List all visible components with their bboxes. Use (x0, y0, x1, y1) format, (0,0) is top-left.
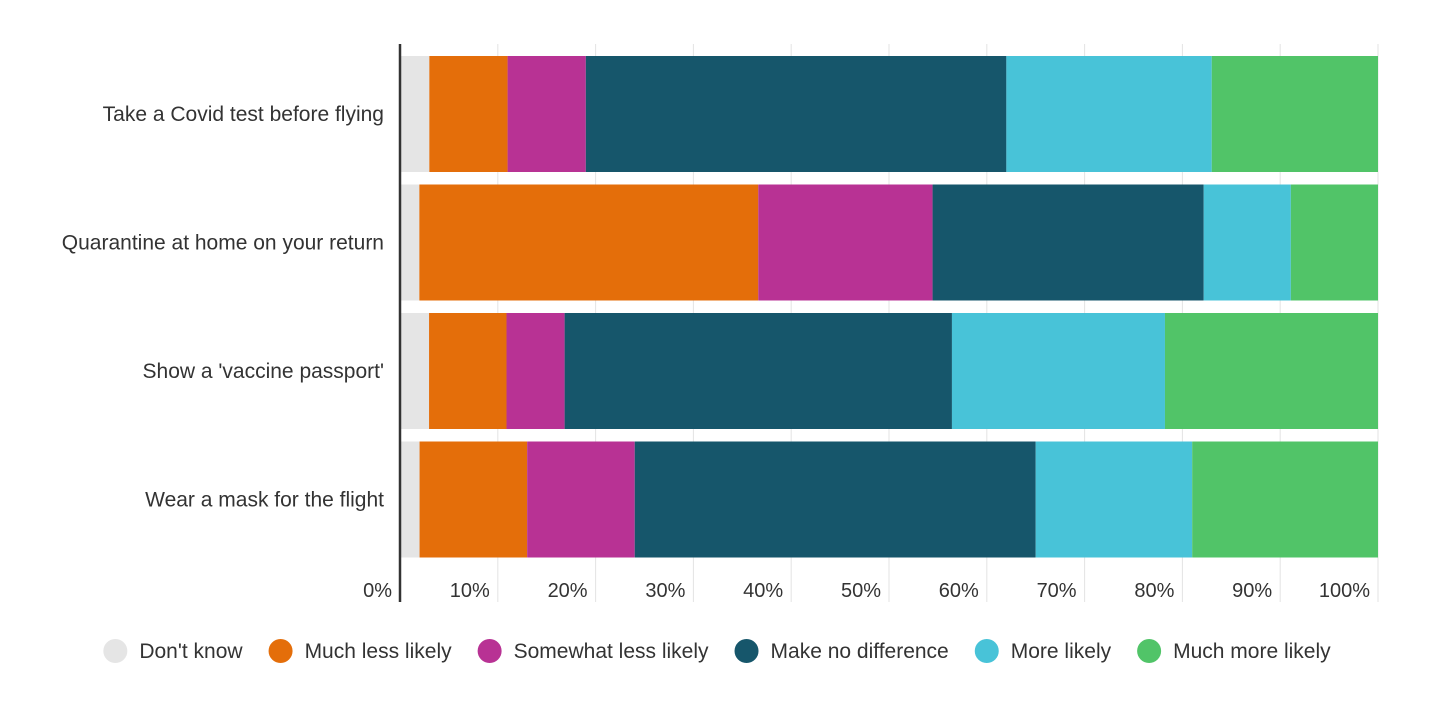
bar-segment (1006, 56, 1212, 172)
bar-segment (1211, 56, 1378, 172)
legend-label: Somewhat less likely (514, 640, 709, 663)
legend-label: Make no difference (771, 640, 949, 663)
legend-item: Somewhat less likely (477, 639, 709, 663)
bar-segment (1164, 313, 1378, 429)
bar-segment (527, 441, 635, 558)
bar-segment (932, 184, 1204, 301)
x-tick-label: 40% (743, 580, 783, 602)
legend-swatch (734, 639, 759, 663)
legend-swatch (1137, 639, 1162, 663)
legend-item: Make no difference (734, 639, 949, 663)
bar-segment (400, 313, 430, 429)
x-tick-label: 10% (450, 580, 490, 602)
bar-segment (507, 56, 586, 172)
bar-segment (634, 441, 1036, 558)
category-label: Wear a mask for the flight (145, 489, 384, 512)
bar-segment (1203, 184, 1291, 301)
x-tick-label: 60% (939, 580, 979, 602)
category-label: Quarantine at home on your return (62, 232, 384, 255)
legend-label: More likely (1011, 640, 1112, 663)
x-tick-label: 100% (1319, 580, 1370, 602)
x-tick-label: 90% (1232, 580, 1272, 602)
bar-segment (1192, 441, 1378, 558)
legend-item: Much less likely (268, 639, 453, 663)
bar-segment (758, 184, 933, 301)
legend-label: Much less likely (305, 640, 453, 663)
bar-segment (419, 441, 528, 558)
legend-swatch (268, 639, 293, 663)
legend-label: Don't know (139, 640, 243, 663)
bar-segment (419, 184, 759, 301)
legend-swatch (974, 639, 999, 663)
x-tick-label: 30% (645, 580, 685, 602)
category-label: Take a Covid test before flying (103, 103, 384, 126)
category-labels: Take a Covid test before flying Quarantin… (62, 103, 384, 512)
bar-segment (951, 313, 1165, 429)
bar-segment (1290, 184, 1378, 301)
bar-segment (400, 56, 430, 172)
bar-segment (1035, 441, 1193, 558)
category-label: Show a 'vaccine passport' (143, 360, 384, 383)
legend-label: Much more likely (1173, 640, 1331, 663)
bar-segment (506, 313, 565, 429)
x-tick-labels: 0% 10% 20% 30% 40% 50% 60% 70% 80% 90% 100% (363, 580, 1370, 602)
x-tick-label: 20% (548, 580, 588, 602)
bar-segment (585, 56, 1007, 172)
bar-segment (564, 313, 952, 429)
bar-segment (429, 313, 507, 429)
x-tick-label: 0% (363, 580, 392, 602)
legend-swatch (477, 639, 502, 663)
legend: Don't know Much less likely Somewhat less … (103, 639, 1331, 663)
legend-swatch (103, 639, 128, 663)
bars (400, 56, 1378, 558)
x-tick-label: 50% (841, 580, 881, 602)
bar-segment (400, 441, 420, 558)
legend-item: More likely (974, 639, 1112, 663)
legend-item: Much more likely (1137, 639, 1331, 663)
bar-segment (400, 184, 420, 301)
x-tick-label: 70% (1037, 580, 1077, 602)
bar-segment (429, 56, 508, 172)
x-tick-label: 80% (1134, 580, 1174, 602)
legend-item: Don't know (103, 639, 243, 663)
